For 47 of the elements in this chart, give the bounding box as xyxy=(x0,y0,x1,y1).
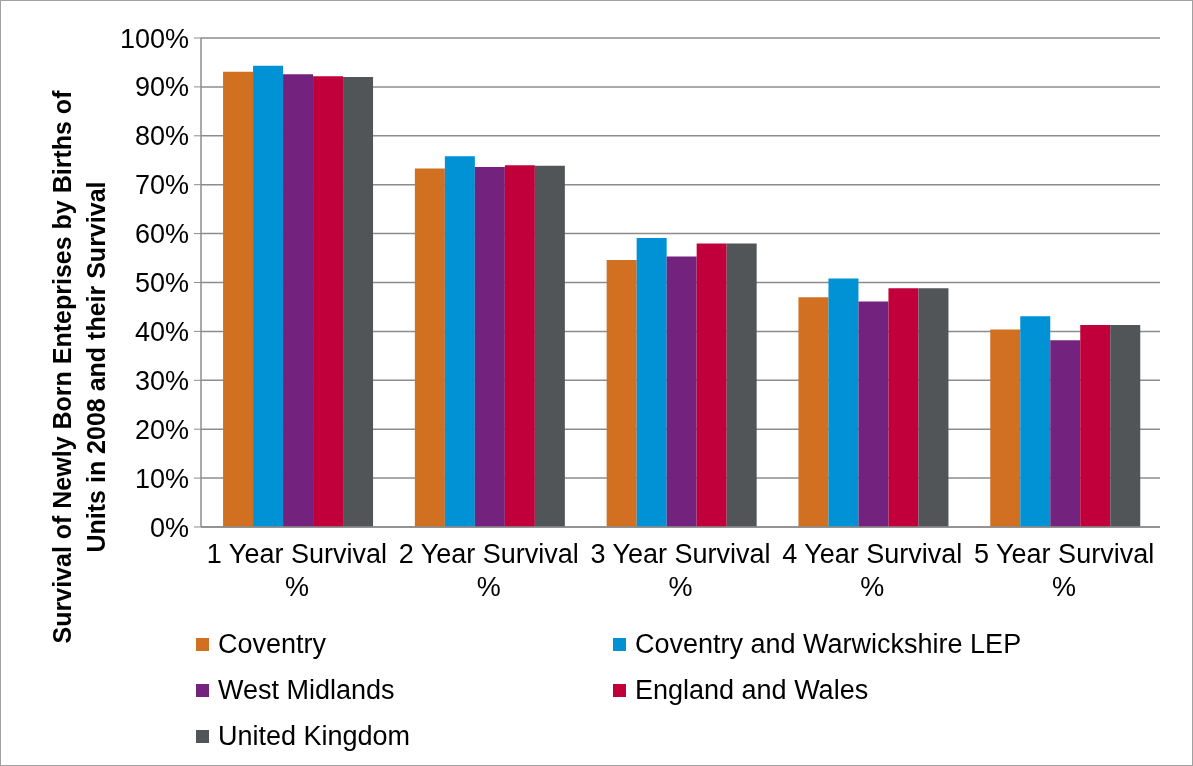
bar xyxy=(918,288,949,527)
bar xyxy=(343,77,374,527)
y-axis-title: Survival of Newly Born Enteprises by Births of Units in 2008 and their Survival xyxy=(48,89,110,644)
legend-label: Coventry and Warwickshire LEP xyxy=(635,628,1022,660)
y-tick-label: 30% xyxy=(134,365,189,396)
x-tick-label: 2 Year Survival % xyxy=(398,539,579,602)
y-tick-label: 20% xyxy=(134,414,189,445)
bar xyxy=(414,168,445,527)
y-tick-label: 40% xyxy=(134,316,189,347)
bar xyxy=(283,74,314,527)
bar xyxy=(990,329,1021,527)
legend-label: England and Wales xyxy=(635,674,869,706)
bar xyxy=(798,297,829,527)
x-tick-label: 1 Year Survival % xyxy=(206,539,387,602)
bar xyxy=(1020,316,1051,527)
y-tick-label: 70% xyxy=(134,170,189,201)
bar xyxy=(828,278,859,527)
y-tick-label: 60% xyxy=(134,219,189,250)
bar xyxy=(606,260,637,527)
bar xyxy=(313,76,344,527)
x-tick-label: 4 Year Survival % xyxy=(782,539,963,602)
y-tick-label: 80% xyxy=(134,121,189,152)
bar xyxy=(474,167,505,527)
y-tick-label: 90% xyxy=(134,72,189,103)
bar xyxy=(858,301,889,527)
x-tick-label: 5 Year Survival % xyxy=(974,539,1155,602)
y-tick-label: 10% xyxy=(134,463,189,494)
bar xyxy=(1050,340,1081,527)
y-tick-label: 0% xyxy=(149,512,189,543)
bar xyxy=(636,238,667,527)
x-tick-label: 3 Year Survival % xyxy=(590,539,771,602)
bar xyxy=(504,165,535,527)
y-tick-label: 100% xyxy=(119,23,189,54)
bar xyxy=(253,65,284,527)
bar xyxy=(223,71,254,527)
bar xyxy=(1110,325,1141,527)
y-tick-label: 50% xyxy=(134,268,189,299)
bar xyxy=(1080,325,1111,527)
bar xyxy=(726,243,757,527)
legend-label: Coventry xyxy=(218,628,327,660)
legend-label: United Kingdom xyxy=(218,720,411,752)
bar xyxy=(444,156,475,527)
bar xyxy=(666,256,697,527)
bar xyxy=(696,243,727,527)
bar xyxy=(888,288,919,527)
legend-label: West Midlands xyxy=(218,674,395,706)
bar xyxy=(534,165,565,527)
